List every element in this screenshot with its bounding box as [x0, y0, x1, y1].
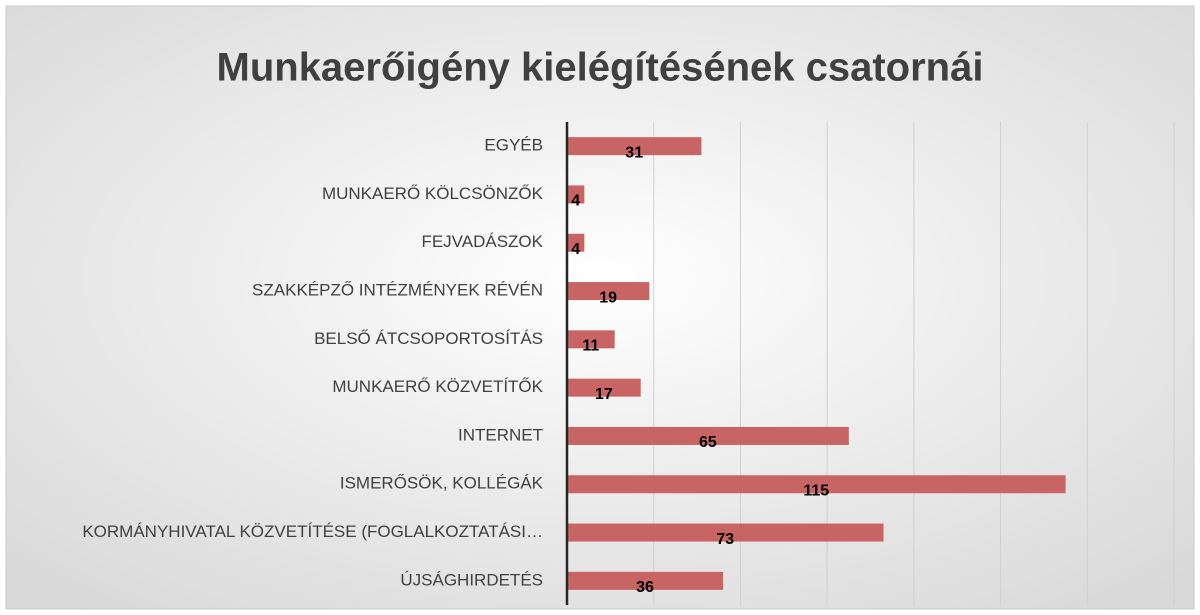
data-label: 73 [716, 531, 734, 548]
bar [567, 378, 641, 397]
bar [567, 330, 615, 349]
data-label: 4 [571, 193, 580, 210]
data-label: 36 [636, 579, 654, 596]
y-tick-label: FEJVADÁSZOK [421, 232, 543, 251]
bar [567, 137, 702, 156]
data-label: 19 [599, 289, 617, 306]
bar [567, 233, 585, 252]
y-tick-label: ISMERŐSÖK, KOLLÉGÁK [340, 474, 544, 493]
bar [567, 282, 650, 301]
data-label: 115 [803, 482, 829, 499]
y-tick-label: MUNKAERŐ KÖLCSÖNZŐK [322, 184, 544, 203]
data-label: 31 [625, 144, 643, 161]
y-tick-label: EGYÉB [484, 136, 543, 155]
bar [567, 571, 724, 590]
y-tick-label: INTERNET [458, 425, 543, 444]
bar [567, 475, 1066, 494]
data-label: 65 [699, 434, 717, 451]
chart-title: Munkaerőigény kielégítésének csatornái [217, 46, 984, 90]
data-label: 4 [571, 241, 580, 258]
y-tick-label: SZAKKÉPZŐ INTÉZMÉNYEK RÉVÉN [252, 281, 543, 300]
y-tick-label: BELSŐ ÁTCSOPORTOSÍTÁS [314, 329, 543, 348]
y-tick-label: KORMÁNYHIVATAL KÖZVETÍTÉSE (FOGLALKOZTAT… [82, 522, 543, 541]
data-label: 17 [595, 386, 613, 403]
y-tick-label: ÚJSÁGHIRDETÉS [400, 570, 543, 589]
chart-background [5, 5, 1195, 610]
bar [567, 185, 585, 204]
bar [567, 523, 884, 542]
bar [567, 426, 849, 445]
y-tick-label: MUNKAERŐ KÖZVETÍTŐK [332, 377, 543, 396]
data-label: 11 [582, 338, 599, 355]
